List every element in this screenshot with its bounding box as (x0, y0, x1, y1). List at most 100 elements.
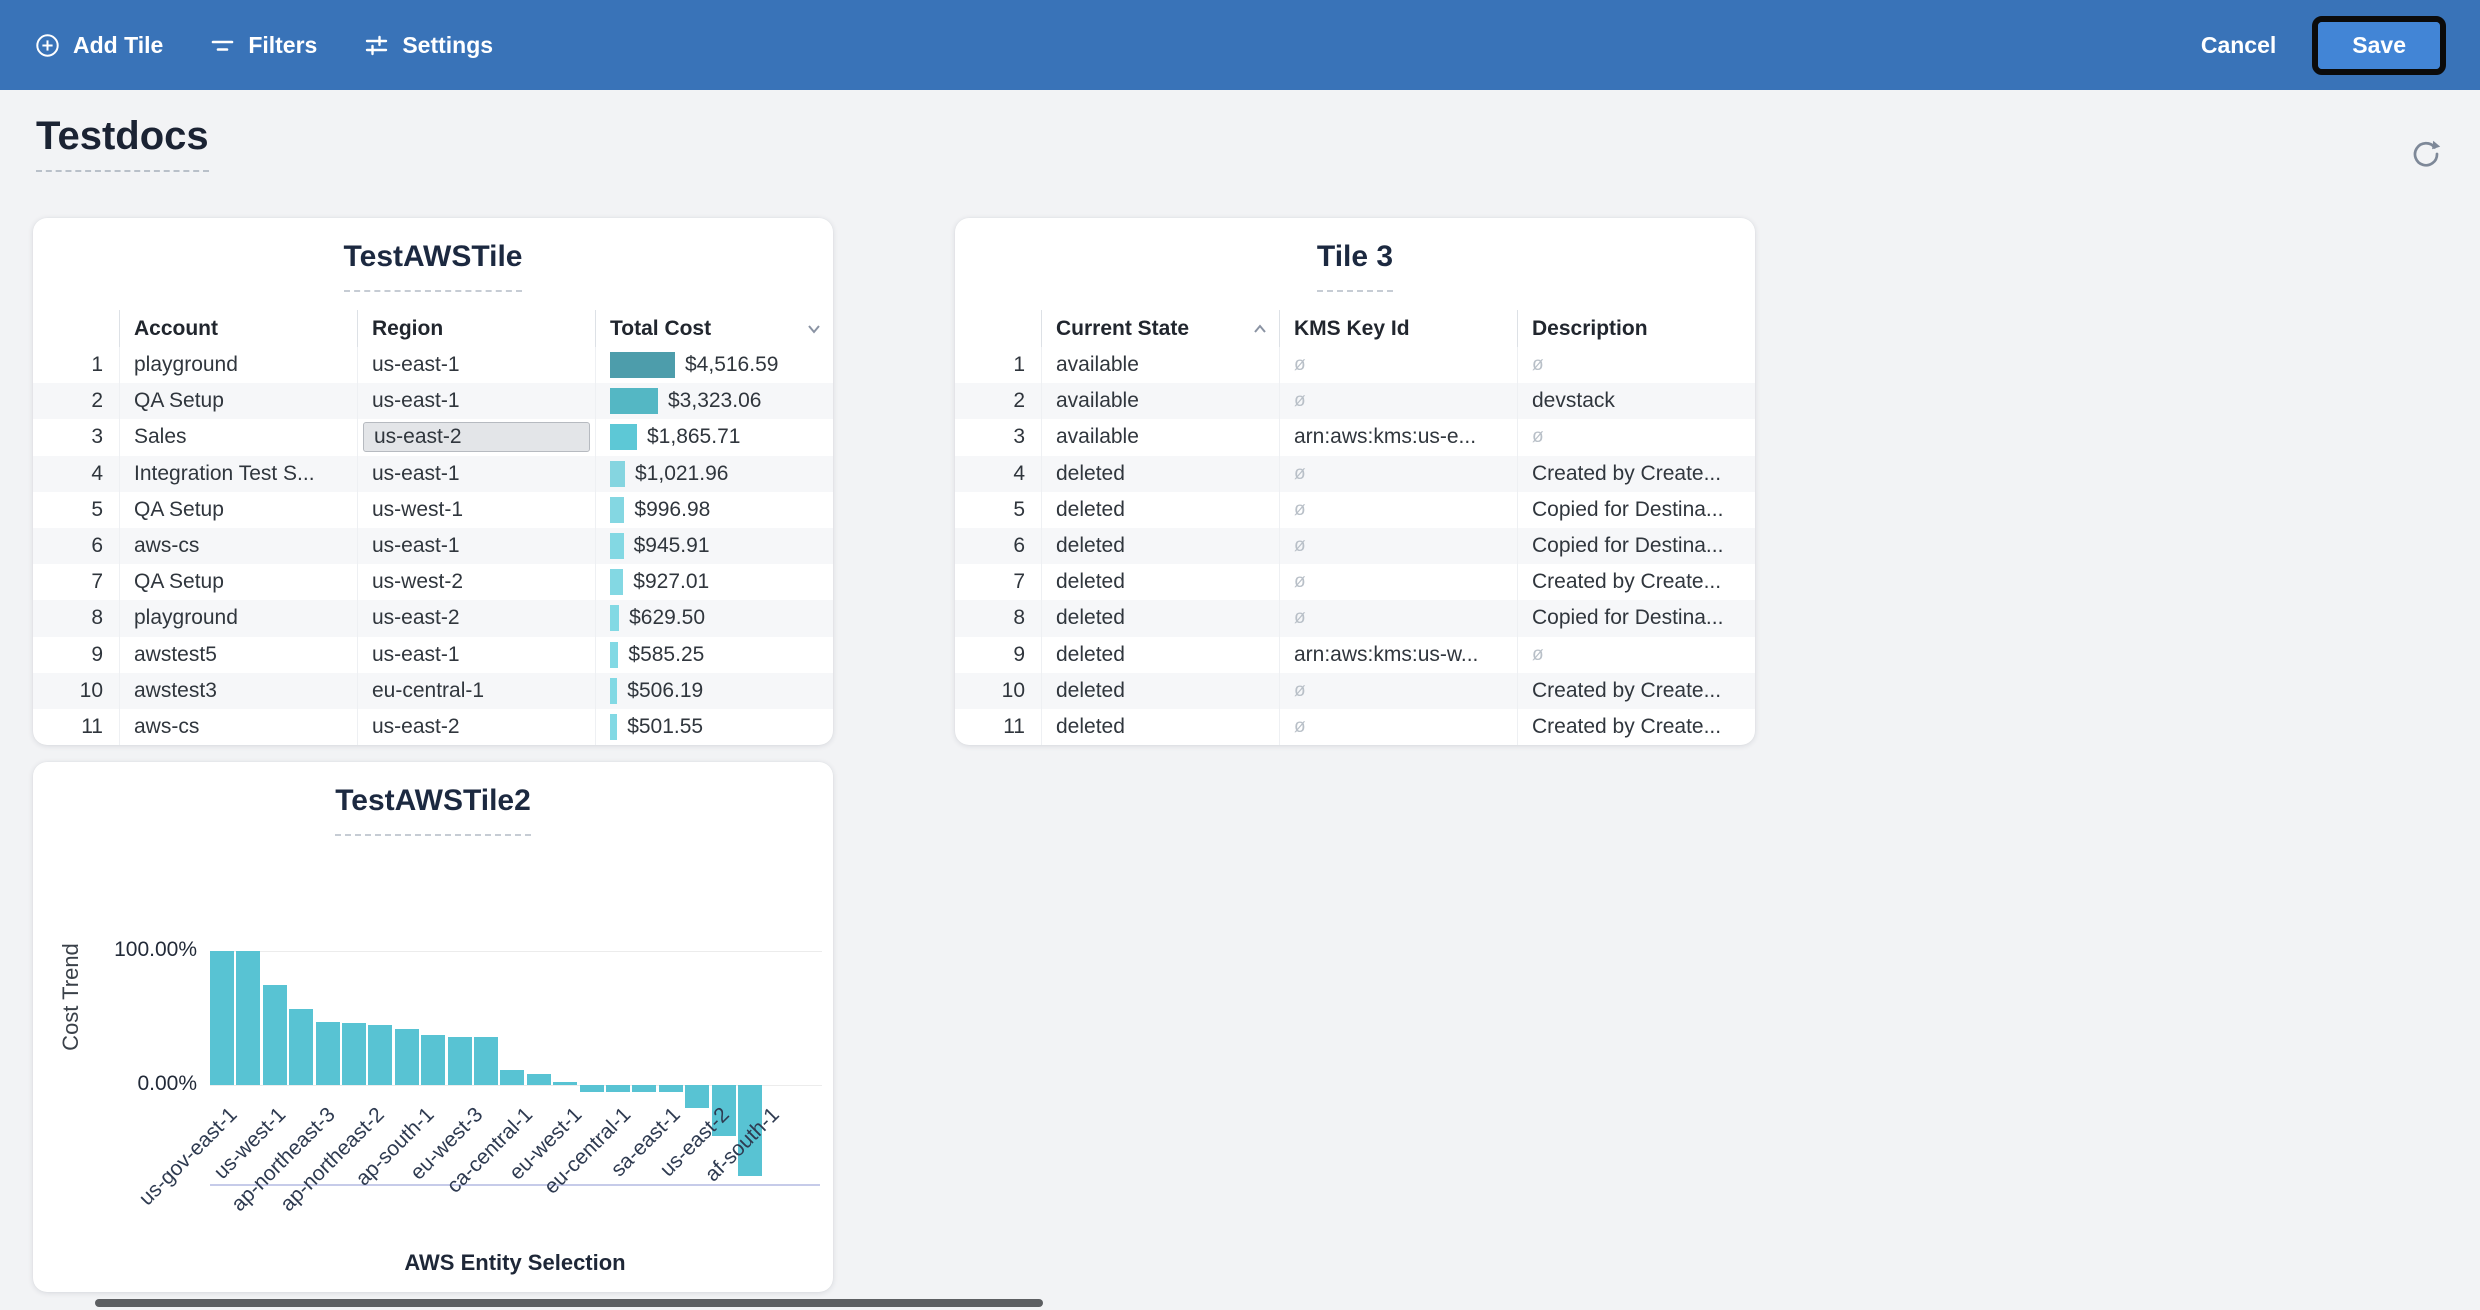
column-header-current-state[interactable]: Current State (1041, 310, 1279, 347)
cell-region[interactable]: us-east-2 (357, 600, 595, 637)
cell-total-cost[interactable]: $1,021.96 (595, 455, 833, 492)
cell-region[interactable]: us-east-1 (357, 636, 595, 673)
null-value: ø (1294, 354, 1306, 376)
cell-kms-key-id[interactable]: ø (1279, 383, 1517, 420)
cell-account[interactable]: QA Setup (119, 491, 357, 528)
row-number: 11 (1003, 714, 1025, 738)
cell-region[interactable]: us-east-1 (357, 347, 595, 384)
cell-total-cost[interactable]: $585.25 (595, 636, 833, 673)
cell-current-state[interactable]: deleted (1041, 672, 1279, 709)
cell-kms-key-id[interactable]: ø (1279, 347, 1517, 384)
horizontal-scrollbar-thumb[interactable] (95, 1299, 1043, 1307)
cell-total-cost[interactable]: $501.55 (595, 708, 833, 745)
save-button-focus-ring: Save (2312, 15, 2446, 75)
row-number: 4 (1013, 461, 1025, 485)
cell-current-state[interactable]: deleted (1041, 636, 1279, 673)
cell-total-cost[interactable]: $927.01 (595, 564, 833, 601)
column-header-kms-key-id[interactable]: KMS Key Id (1279, 310, 1517, 347)
cell-kms-key-id[interactable]: ø (1279, 564, 1517, 601)
cell-account[interactable]: awstest5 (119, 636, 357, 673)
filters-button[interactable]: Filters (209, 32, 317, 59)
cell-kms-key-id[interactable]: ø (1279, 600, 1517, 637)
cell-total-cost[interactable]: $945.91 (595, 527, 833, 565)
row-number: 8 (91, 606, 103, 630)
cell-region[interactable]: us-east-1 (357, 383, 595, 420)
cell-kms-key-id[interactable]: ø (1279, 491, 1517, 528)
tile-title[interactable]: TestAWSTile2 (33, 762, 833, 854)
chart-bar (685, 1085, 710, 1108)
refresh-button[interactable] (2410, 138, 2442, 170)
cell-account[interactable]: playground (119, 600, 357, 637)
cell-kms-key-id[interactable]: ø (1279, 455, 1517, 492)
cell-account[interactable]: aws-cs (119, 708, 357, 745)
cell-description[interactable]: ø (1517, 419, 1755, 456)
cell-total-cost[interactable]: $506.19 (595, 672, 833, 709)
cell-description[interactable]: devstack (1517, 383, 1755, 420)
cell-current-state[interactable]: deleted (1041, 491, 1279, 528)
cell-account[interactable]: awstest3 (119, 672, 357, 709)
settings-button[interactable]: Settings (363, 32, 493, 59)
cell-kms-key-id[interactable]: ø (1279, 672, 1517, 709)
cell-current-state[interactable]: deleted (1041, 455, 1279, 492)
cell-description[interactable]: ø (1517, 636, 1755, 673)
cell-account[interactable]: playground (119, 347, 357, 384)
chart-bar (474, 1036, 498, 1085)
cell-description[interactable]: Created by Create... (1517, 455, 1755, 492)
cancel-button[interactable]: Cancel (2200, 31, 2277, 58)
column-header-total-cost[interactable]: Total Cost (595, 310, 833, 347)
cell-region[interactable]: us-east-1 (357, 455, 595, 492)
filters-label: Filters (248, 31, 318, 58)
cost-bar (610, 533, 624, 560)
cell-total-cost[interactable]: $629.50 (595, 600, 833, 637)
cell-current-state[interactable]: deleted (1041, 600, 1279, 637)
cell-description[interactable]: Created by Create... (1517, 564, 1755, 601)
save-button[interactable]: Save (2318, 21, 2440, 69)
tile-title[interactable]: Tile 3 (955, 218, 1755, 310)
cell-region[interactable]: us-east-2 (357, 419, 595, 456)
table-row: 2 available ø devstack (955, 383, 1755, 420)
column-header-description[interactable]: Description (1517, 310, 1755, 347)
cell-description[interactable]: Copied for Destina... (1517, 491, 1755, 528)
cell-kms-key-id[interactable]: ø (1279, 527, 1517, 565)
page-title[interactable]: Testdocs (36, 114, 209, 172)
table-row: 7 deleted ø Created by Create... (955, 564, 1755, 601)
cell-account[interactable]: Integration Test S... (119, 455, 357, 492)
cell-current-state[interactable]: available (1041, 383, 1279, 420)
add-tile-button[interactable]: Add Tile (34, 32, 163, 59)
cell-account[interactable]: QA Setup (119, 383, 357, 420)
cell-total-cost[interactable]: $1,865.71 (595, 419, 833, 456)
cell-current-state[interactable]: deleted (1041, 708, 1279, 745)
cell-kms-key-id[interactable]: ø (1279, 708, 1517, 745)
cell-description[interactable]: Copied for Destina... (1517, 600, 1755, 637)
cell-current-state[interactable]: deleted (1041, 527, 1279, 565)
chart-bar (658, 1085, 683, 1092)
cell-region[interactable]: eu-central-1 (357, 672, 595, 709)
cell-account[interactable]: aws-cs (119, 527, 357, 565)
cell-current-state[interactable]: available (1041, 347, 1279, 384)
cell-description[interactable]: Created by Create... (1517, 672, 1755, 709)
cost-bar (610, 713, 618, 740)
cell-account[interactable]: Sales (119, 419, 357, 456)
cell-region[interactable]: us-west-1 (357, 491, 595, 528)
cell-region[interactable]: us-east-2 (357, 708, 595, 745)
cell-region[interactable]: us-east-1 (357, 527, 595, 565)
cell-kms-key-id[interactable]: arn:aws:kms:us-e... (1279, 419, 1517, 456)
cell-total-cost[interactable]: $3,323.06 (595, 383, 833, 420)
cell-description[interactable]: ø (1517, 347, 1755, 384)
cell-total-cost[interactable]: $4,516.59 (595, 347, 833, 384)
cell-current-state[interactable]: deleted (1041, 564, 1279, 601)
row-number: 2 (91, 389, 103, 413)
cell-kms-key-id[interactable]: arn:aws:kms:us-w... (1279, 636, 1517, 673)
cell-region[interactable]: us-west-2 (357, 564, 595, 601)
cell-account[interactable]: QA Setup (119, 564, 357, 601)
column-header-region[interactable]: Region (357, 310, 595, 347)
chart-bar (738, 1085, 762, 1177)
cell-total-cost[interactable]: $996.98 (595, 491, 833, 528)
cell-current-state[interactable]: available (1041, 419, 1279, 456)
column-header-account[interactable]: Account (119, 310, 357, 347)
tile-title[interactable]: TestAWSTile (33, 218, 833, 310)
selected-cell[interactable]: us-east-2 (363, 422, 590, 453)
cell-description[interactable]: Created by Create... (1517, 708, 1755, 745)
chart-bar (579, 1085, 604, 1092)
cell-description[interactable]: Copied for Destina... (1517, 527, 1755, 565)
